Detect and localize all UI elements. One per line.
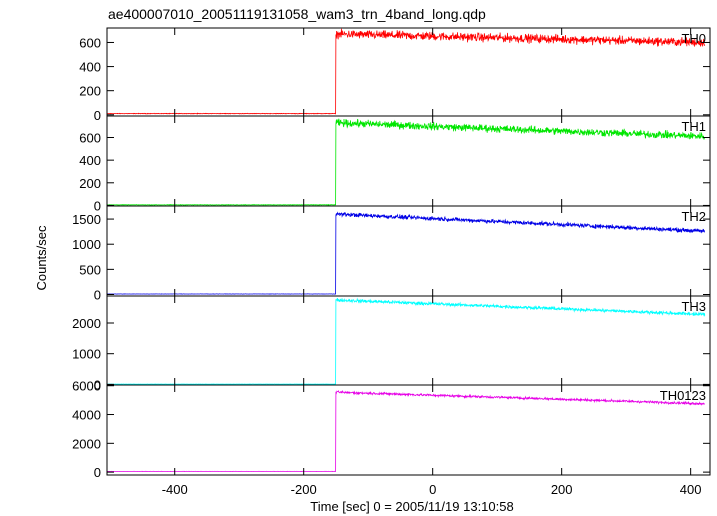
- series-label-th2: TH2: [681, 209, 706, 224]
- x-axis: -400 -200 0 200 400: [162, 482, 702, 497]
- y-tick-label: 0: [94, 465, 101, 480]
- series-label-th3: TH3: [681, 299, 706, 314]
- y-tick-label: 4000: [72, 408, 101, 423]
- y-tick-label: 2000: [72, 316, 101, 331]
- x-tick-label: -200: [291, 482, 317, 497]
- y-tick-label: 6000: [72, 379, 101, 394]
- y-tick-label: 1000: [72, 347, 101, 362]
- y-tick-label: 0: [94, 287, 101, 302]
- panel-th0: 0 200 400 600 TH0: [79, 27, 711, 123]
- y-tick-label: 200: [79, 176, 101, 191]
- y-tick-label: 1000: [72, 237, 101, 252]
- panel-th1: 0 200 400 600 TH1: [79, 115, 711, 213]
- x-tick-label: 0: [429, 482, 436, 497]
- panel-frame: [106, 205, 711, 297]
- series-line-th2: [106, 211, 705, 295]
- panel-th2: 0 500 1000 1500 TH2: [72, 205, 711, 302]
- panel-th3: 0 1000 2000 TH3: [72, 295, 711, 392]
- y-tick-label: 0: [94, 108, 101, 123]
- y-tick-label: 2000: [72, 436, 101, 451]
- panel-th0123: 0 2000 4000 6000 TH0123: [72, 379, 711, 480]
- panel-frame: [106, 27, 711, 117]
- y-tick-label: 1500: [72, 212, 101, 227]
- series-line-th3: [106, 297, 706, 385]
- series-line-th1: [106, 118, 706, 206]
- x-tick-label: 200: [551, 482, 573, 497]
- panel-frame: [106, 115, 711, 207]
- series-label-th0123: TH0123: [660, 388, 706, 403]
- panel-frame: [106, 384, 711, 476]
- series-line-th0123: [107, 389, 706, 472]
- x-tick-label: -400: [162, 482, 188, 497]
- series-label-th0: TH0: [681, 31, 706, 46]
- x-axis-label: Time [sec] 0 = 2005/11/19 13:10:58: [310, 499, 513, 514]
- y-tick-label: 600: [79, 35, 101, 50]
- series-label-th1: TH1: [681, 119, 706, 134]
- x-tick-label: 400: [680, 482, 702, 497]
- panels: 0 200 400 600 TH0 0 200 400 600 TH1 0 500 1000 1500 TH…: [72, 27, 711, 480]
- y-tick-label: 600: [79, 131, 101, 146]
- y-axis-label: Counts/sec: [34, 225, 49, 291]
- y-tick-label: 200: [79, 84, 101, 99]
- y-tick-label: 400: [79, 153, 101, 168]
- chart-title: ae400007010_20051119131058_wam3_trn_4ban…: [108, 6, 486, 22]
- y-tick-label: 0: [94, 198, 101, 213]
- series-line-th0: [106, 28, 706, 115]
- y-tick-label: 0: [94, 377, 101, 392]
- panel-frame: [106, 295, 711, 386]
- y-tick-label: 400: [79, 60, 101, 75]
- y-tick-label: 500: [79, 262, 101, 277]
